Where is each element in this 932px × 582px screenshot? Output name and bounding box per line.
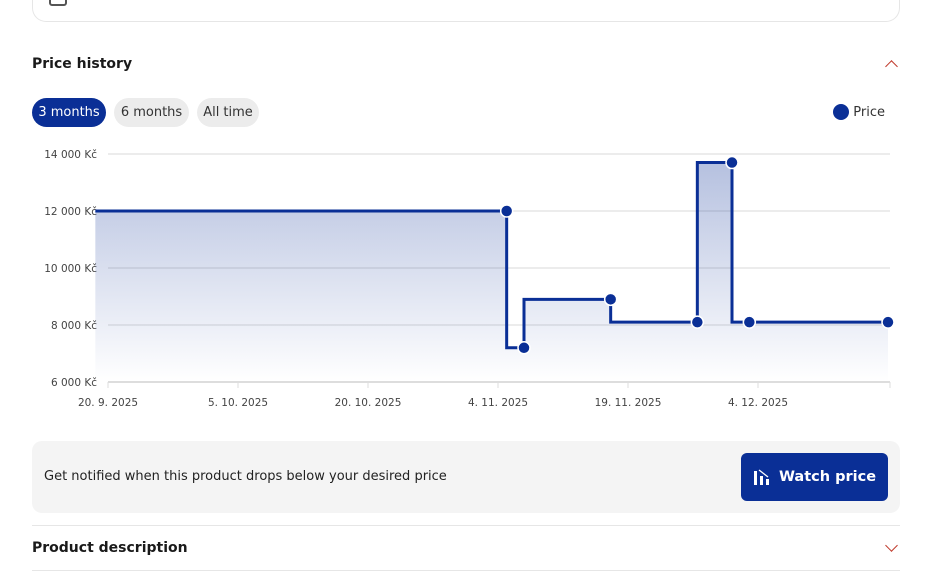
- x-tick-label: 4. 12. 2025: [728, 397, 788, 409]
- notify-text: Get notified when this product drops bel…: [44, 469, 447, 484]
- x-tick-label: 5. 10. 2025: [208, 397, 268, 409]
- price-point: [517, 341, 531, 355]
- product-description-title[interactable]: Product description: [32, 540, 188, 556]
- divider: [32, 570, 900, 571]
- price-point: [499, 204, 514, 218]
- range-3-months[interactable]: 3 months: [32, 98, 106, 127]
- y-tick-label: 6 000 Kč: [51, 377, 97, 389]
- price-line: [95, 161, 888, 350]
- x-tick-label: 20. 9. 2025: [78, 397, 138, 409]
- range-6-months[interactable]: 6 months: [114, 98, 189, 127]
- price-point: [725, 155, 739, 170]
- watch-price-button[interactable]: Watch price: [741, 453, 888, 501]
- review-checkbox[interactable]: [49, 0, 67, 6]
- watch-price-label: Watch price: [778, 469, 877, 485]
- reviews-card: [32, 0, 900, 22]
- y-tick-label: 10 000 Kč: [44, 263, 97, 275]
- y-tick-label: 12 000 Kč: [44, 206, 97, 218]
- x-tick-label: 19. 11. 2025: [595, 397, 662, 409]
- price-point: [881, 315, 895, 329]
- x-tick-label: 4. 11. 2025: [468, 397, 528, 409]
- range-all-time[interactable]: All time: [197, 98, 259, 127]
- chevron-down-icon[interactable]: [885, 539, 898, 552]
- price-chart: 6 000 Kč 8 000 Kč 10 000 Kč 12 000 Kč 14 000…: [44, 149, 895, 409]
- y-tick-label: 14 000 Kč: [44, 149, 97, 161]
- x-tick-label: 20. 10. 2025: [335, 397, 402, 409]
- price-history-title: Price history: [32, 56, 133, 72]
- price-point: [742, 315, 757, 329]
- legend-marker: [833, 104, 850, 120]
- price-point: [690, 315, 705, 329]
- y-tick-label: 8 000 Kč: [51, 320, 97, 332]
- chart-legend: Price: [833, 104, 885, 120]
- legend-label: Price: [853, 104, 885, 120]
- notify-banner: Get notified when this product drops bel…: [32, 441, 900, 513]
- price-point: [603, 292, 618, 307]
- divider: [32, 525, 900, 526]
- chart-drop-icon: [753, 469, 769, 485]
- price-area: [95, 162, 889, 382]
